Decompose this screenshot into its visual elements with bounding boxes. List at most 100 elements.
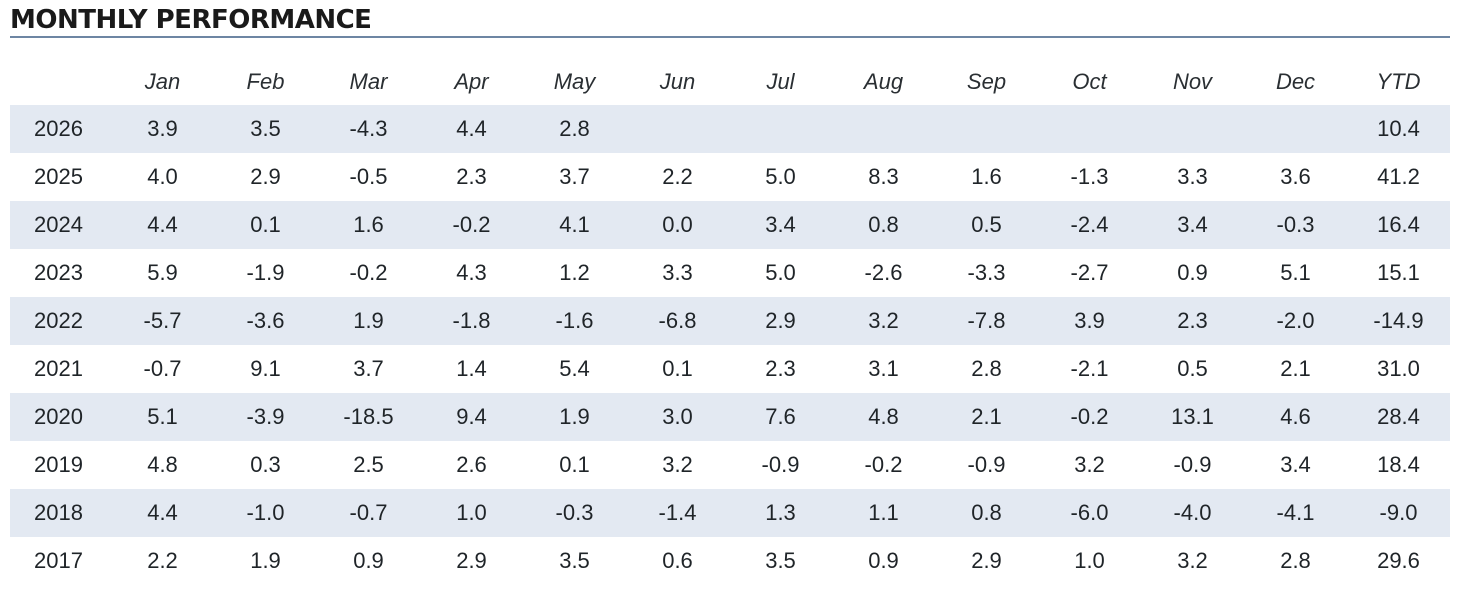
month-value-cell: 2.3: [765, 356, 796, 381]
table-row: 2026 3.9 3.5 -4.3 4.4 2.8 10.4: [10, 105, 1450, 153]
month-value-cell: -6.8: [626, 297, 729, 345]
month-value-cell: 5.0: [765, 164, 796, 189]
month-value-cell: -6.0: [1038, 489, 1141, 537]
month-value-cell: 0.8: [935, 489, 1038, 537]
month-value-cell: 1.9: [317, 297, 420, 345]
month-value-cell: 3.2: [832, 297, 935, 345]
month-value-cell: 3.2: [1074, 452, 1105, 477]
ytd-cell: 15.1: [1377, 260, 1420, 285]
table-row: 2023 5.9 -1.9 -0.2 4.3 1.2 3.3 5.0 -2.6 -3.3 -2.7 0…: [10, 249, 1450, 297]
month-value-cell: -0.7: [317, 489, 420, 537]
month-value-cell: 4.3: [456, 260, 487, 285]
table-row: 2024 4.4 0.1 1.6 -0.2 4.1 0.0 3.4 0.8 0.5 -2.4 3.4-…: [10, 201, 1450, 249]
month-value-cell: [935, 105, 1038, 153]
month-value-cell: 0.9: [1177, 260, 1208, 285]
month-value-cell: 4.1: [523, 201, 626, 249]
month-value-cell: 1.6: [317, 201, 420, 249]
month-value-cell: -4.1: [1244, 489, 1347, 537]
month-value-cell: 5.1: [1280, 260, 1311, 285]
column-header-jan: Jan: [144, 69, 181, 94]
year-cell: 2023: [34, 260, 83, 285]
month-value-cell: 3.5: [765, 548, 796, 573]
ytd-cell: 28.4: [1347, 393, 1450, 441]
month-value-cell: 1.9: [250, 548, 281, 573]
month-value-cell: 3.7: [559, 164, 590, 189]
month-value-cell: 0.5: [935, 201, 1038, 249]
month-value-cell: 2.8: [971, 356, 1002, 381]
month-value-cell: 4.4: [420, 105, 523, 153]
month-value-cell: 13.1: [1141, 393, 1244, 441]
month-value-cell: 0.3: [250, 452, 281, 477]
year-cell: 2020: [10, 393, 111, 441]
month-value-cell: -0.9: [967, 452, 1006, 477]
month-value-cell: 3.2: [1177, 548, 1208, 573]
column-header-jun: Jun: [659, 69, 696, 94]
month-value-cell: 4.8: [147, 452, 178, 477]
header-row: Jan Feb Mar Apr May Jun Jul Aug Sep Oct Nov Dec YTD: [10, 59, 1450, 105]
month-value-cell: 3.4: [1141, 201, 1244, 249]
month-value-cell: [1038, 105, 1141, 153]
month-value-cell: 1.6: [971, 164, 1002, 189]
month-value-cell: [1244, 105, 1347, 153]
month-value-cell: 3.5: [214, 105, 317, 153]
month-value-cell: -0.5: [349, 164, 388, 189]
month-value-cell: -1.8: [420, 297, 523, 345]
month-value-cell: 1.0: [1074, 548, 1105, 573]
month-value-cell: -2.1: [1070, 356, 1109, 381]
month-value-cell: 4.4: [111, 489, 214, 537]
month-value-cell: 0.5: [1177, 356, 1208, 381]
month-value-cell: 1.9: [523, 393, 626, 441]
year-cell: 2022: [10, 297, 111, 345]
table-row: 2025 4.0 2.9 -0.5 2.3 3.7 2.2 5.0 8.3 1.6 -1.3 3.3 3…: [10, 153, 1450, 201]
column-header-ytd: YTD: [1376, 69, 1421, 94]
column-header-year: [10, 59, 111, 105]
month-value-cell: 4.4: [111, 201, 214, 249]
month-value-cell: 3.4: [1280, 452, 1311, 477]
month-value-cell: [832, 105, 935, 153]
year-cell: 2025: [34, 164, 83, 189]
month-value-cell: -4.0: [1141, 489, 1244, 537]
month-value-cell: 2.8: [1280, 548, 1311, 573]
month-value-cell: 0.9: [353, 548, 384, 573]
month-value-cell: [1141, 105, 1244, 153]
ytd-cell: 10.4: [1347, 105, 1450, 153]
month-value-cell: 5.4: [559, 356, 590, 381]
ytd-cell: -9.0: [1347, 489, 1450, 537]
table-body: 2026 3.9 3.5 -4.3 4.4 2.8 10.4 2025 4.0 2.9 -0.5 2.…: [10, 105, 1450, 585]
month-value-cell: 3.9: [111, 105, 214, 153]
month-value-cell: 4.0: [147, 164, 178, 189]
month-value-cell: 2.3: [1141, 297, 1244, 345]
month-value-cell: 5.1: [111, 393, 214, 441]
month-value-cell: 2.9: [250, 164, 281, 189]
column-header-mar: Mar: [349, 69, 388, 94]
month-value-cell: -3.9: [214, 393, 317, 441]
table-row: 2020 5.1 -3.9 -18.5 9.4 1.9 3.0 7.6 4.8 2.1 -0.2 13…: [10, 393, 1450, 441]
month-value-cell: 0.1: [214, 201, 317, 249]
month-value-cell: 2.1: [935, 393, 1038, 441]
month-value-cell: 2.9: [456, 548, 487, 573]
month-value-cell: 5.0: [765, 260, 796, 285]
column-header-nov: Nov: [1172, 69, 1213, 94]
month-value-cell: -1.3: [1070, 164, 1109, 189]
table-row: 2019 4.8 0.3 2.5 2.6 0.1 3.2 -0.9 -0.2 -0.9 3.2 -0.…: [10, 441, 1450, 489]
table-header: Jan Feb Mar Apr May Jun Jul Aug Sep Oct Nov Dec YTD: [10, 59, 1450, 105]
month-value-cell: 4.6: [1244, 393, 1347, 441]
month-value-cell: -0.7: [143, 356, 182, 381]
year-cell: 2019: [34, 452, 83, 477]
month-value-cell: 3.2: [662, 452, 693, 477]
month-value-cell: 4.8: [832, 393, 935, 441]
month-value-cell: 0.1: [662, 356, 693, 381]
year-cell: 2017: [34, 548, 83, 573]
month-value-cell: 3.3: [1177, 164, 1208, 189]
month-value-cell: 7.6: [729, 393, 832, 441]
month-value-cell: 1.3: [729, 489, 832, 537]
month-value-cell: 2.9: [729, 297, 832, 345]
month-value-cell: -1.0: [214, 489, 317, 537]
year-cell: 2021: [34, 356, 83, 381]
monthly-performance-table: Jan Feb Mar Apr May Jun Jul Aug Sep Oct Nov Dec YTD …: [10, 59, 1450, 585]
month-value-cell: 0.1: [559, 452, 590, 477]
month-value-cell: 0.0: [626, 201, 729, 249]
month-value-cell: -1.6: [523, 297, 626, 345]
month-value-cell: -0.2: [864, 452, 903, 477]
month-value-cell: -0.3: [1244, 201, 1347, 249]
